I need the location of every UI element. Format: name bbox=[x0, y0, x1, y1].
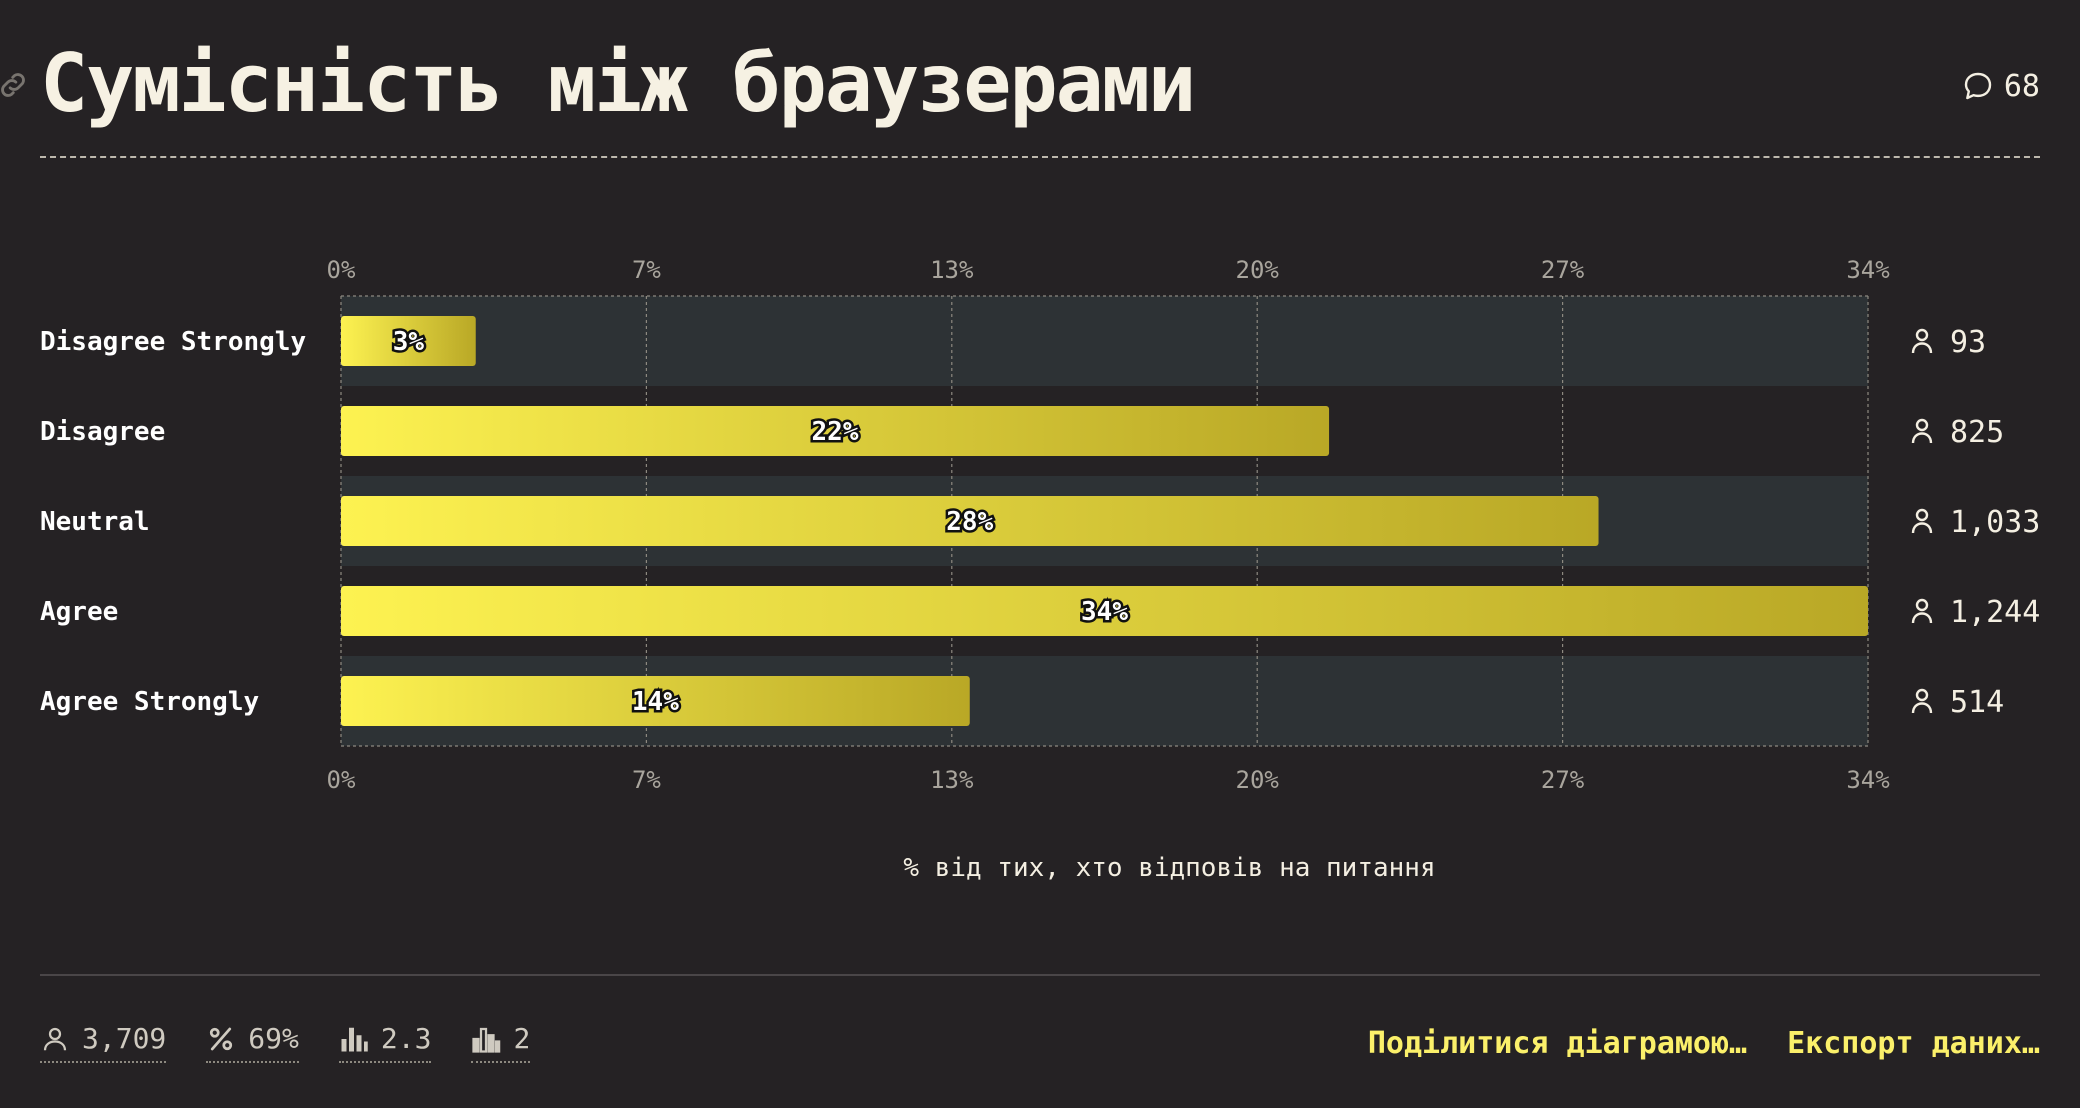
bar-chart-icon bbox=[341, 1027, 368, 1051]
bar bbox=[341, 406, 1330, 456]
average-value: 2.3 bbox=[380, 1022, 432, 1055]
x-axis-caption: % від тих, хто відповів на питання bbox=[903, 853, 1435, 883]
bar bbox=[341, 586, 1868, 636]
bar bbox=[341, 676, 970, 726]
tick-label-bottom: 34% bbox=[1846, 766, 1890, 794]
bar bbox=[341, 316, 476, 366]
comment-count: 68 bbox=[2003, 68, 2040, 104]
percent-icon bbox=[210, 1027, 233, 1050]
category-label: Disagree Strongly bbox=[40, 327, 306, 357]
category-label: Agree Strongly bbox=[40, 687, 259, 717]
respondent-count: 93 bbox=[1950, 325, 1986, 360]
tick-label-bottom: 27% bbox=[1541, 766, 1585, 794]
tick-label-top: 20% bbox=[1236, 256, 1280, 284]
tick-label-bottom: 20% bbox=[1236, 766, 1280, 794]
user-icon bbox=[1911, 418, 1933, 444]
median-value: 2 bbox=[513, 1022, 531, 1055]
user-icon bbox=[1911, 328, 1933, 354]
respondent-count: 825 bbox=[1950, 415, 2004, 450]
comment-icon bbox=[1964, 72, 1992, 100]
bar-value-label: 34% bbox=[1081, 597, 1128, 627]
tick-label-bottom: 0% bbox=[327, 766, 356, 794]
bar-value-label: 14% bbox=[632, 687, 679, 717]
tick-label-top: 0% bbox=[327, 256, 356, 284]
respondent-count: 514 bbox=[1950, 685, 2004, 720]
bar-chart: 0% 0% 7% 7% 13% 13% 20% 20% 27% 27% 34% 34% Disagree… bbox=[0, 230, 2080, 930]
footer-stats: 3,709 69% 2.3 2 bbox=[40, 1022, 570, 1063]
link-icon[interactable] bbox=[0, 68, 30, 102]
share-chart-link[interactable]: Поділитися діаграмою… bbox=[1367, 1026, 1748, 1061]
tick-label-top: 34% bbox=[1846, 256, 1890, 284]
page-header: Сумісність між браузерами 68 bbox=[1, 28, 2040, 158]
respondent-count: 1,033 bbox=[1950, 505, 2040, 540]
footer-actions: Поділитися діаграмою… Експорт даних… bbox=[1328, 1026, 2040, 1061]
tick-label-top: 7% bbox=[632, 256, 661, 284]
export-data-link[interactable]: Експорт даних… bbox=[1787, 1026, 2040, 1061]
comments-button[interactable]: 68 bbox=[1962, 68, 2040, 104]
user-icon bbox=[1911, 598, 1933, 624]
category-label: Disagree bbox=[40, 417, 165, 447]
footer: 3,709 69% 2.3 2 Поділитися діаграмою… Ек… bbox=[40, 974, 2040, 1086]
bar-value-label: 28% bbox=[946, 507, 993, 537]
category-label: Agree bbox=[40, 597, 118, 627]
respondents-stat[interactable]: 3,709 bbox=[40, 1022, 167, 1063]
user-icon bbox=[1911, 508, 1933, 534]
respondent-count: 1,244 bbox=[1950, 595, 2040, 630]
page-title: Сумісність між браузерами bbox=[40, 37, 1196, 130]
completion-value: 69% bbox=[248, 1022, 299, 1055]
tick-label-top: 13% bbox=[930, 256, 974, 284]
bar bbox=[341, 496, 1599, 546]
completion-stat[interactable]: 69% bbox=[206, 1022, 299, 1063]
user-icon bbox=[1911, 688, 1933, 714]
tick-label-bottom: 7% bbox=[632, 766, 661, 794]
bar-value-label: 3% bbox=[393, 327, 425, 357]
average-stat[interactable]: 2.3 bbox=[338, 1022, 432, 1063]
respondents-value: 3,709 bbox=[82, 1022, 167, 1055]
tick-label-top: 27% bbox=[1541, 256, 1585, 284]
row-band bbox=[341, 296, 1868, 386]
median-stat[interactable]: 2 bbox=[471, 1022, 531, 1063]
tick-label-bottom: 13% bbox=[930, 766, 974, 794]
bar-value-label: 22% bbox=[812, 417, 859, 447]
chart-canvas: 0% 0% 7% 7% 13% 13% 20% 20% 27% 27% 34% 34% Disagree… bbox=[40, 256, 2040, 883]
user-icon bbox=[43, 1027, 67, 1050]
category-label: Neutral bbox=[40, 507, 150, 537]
bar-chart-outline-icon bbox=[472, 1027, 501, 1053]
